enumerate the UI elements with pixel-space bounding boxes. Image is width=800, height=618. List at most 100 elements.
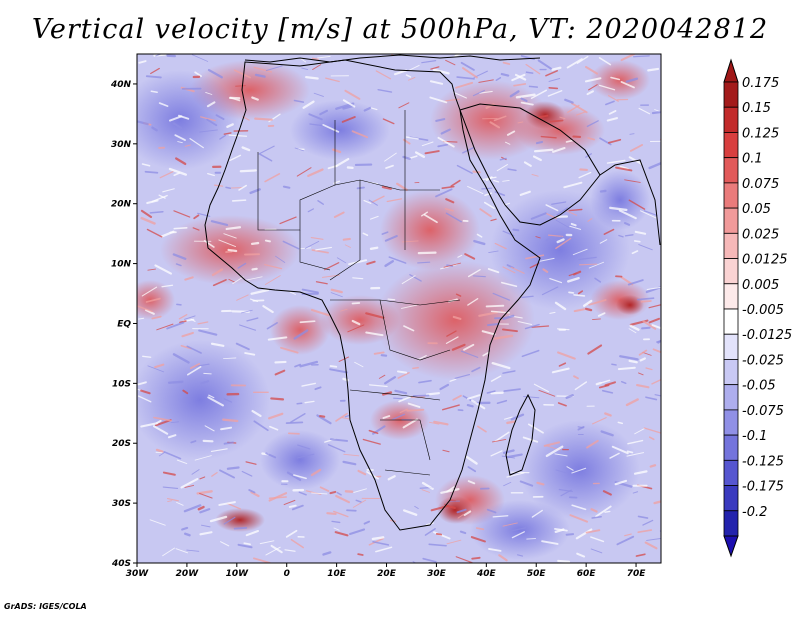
field-streak bbox=[405, 74, 412, 78]
field-streak bbox=[538, 389, 556, 397]
field-streak bbox=[137, 381, 147, 386]
lon-tick-label: 30W bbox=[126, 569, 150, 579]
field-streak bbox=[280, 346, 299, 354]
colorbar-swatch bbox=[723, 258, 739, 285]
field-streak bbox=[513, 83, 527, 87]
field-streak bbox=[250, 241, 260, 246]
field-streak bbox=[235, 342, 250, 351]
field-streak bbox=[446, 330, 457, 337]
india-coastline bbox=[599, 159, 661, 246]
field-streak bbox=[558, 488, 573, 493]
field-streak bbox=[502, 61, 511, 65]
country-borders bbox=[257, 110, 461, 476]
downward-motion-area bbox=[290, 100, 390, 160]
field-streak bbox=[210, 448, 228, 453]
field-streak bbox=[473, 239, 486, 246]
field-streak bbox=[369, 246, 379, 251]
downward-motion-area bbox=[260, 430, 340, 490]
field-streak bbox=[598, 84, 616, 91]
field-streak bbox=[637, 515, 649, 519]
field-streak bbox=[641, 326, 651, 330]
field-streak bbox=[141, 286, 158, 297]
field-streak bbox=[638, 372, 644, 376]
field-streak bbox=[274, 360, 287, 364]
colorbar-swatch bbox=[723, 510, 739, 537]
field-streak bbox=[179, 320, 187, 324]
field-streak bbox=[435, 532, 443, 536]
field-streak bbox=[282, 240, 300, 250]
field-streak bbox=[573, 375, 579, 380]
field-streak bbox=[517, 321, 533, 326]
field-streak bbox=[632, 491, 639, 494]
field-streak bbox=[629, 324, 640, 331]
madagascar-coastline bbox=[505, 393, 536, 476]
field-streak bbox=[429, 421, 440, 425]
field-streak bbox=[363, 106, 372, 112]
field-streak bbox=[587, 344, 603, 355]
downward-motion-area bbox=[590, 170, 650, 230]
field-streak bbox=[237, 543, 253, 549]
field-streak bbox=[396, 370, 408, 374]
field-streak bbox=[200, 380, 210, 385]
field-streak bbox=[197, 321, 209, 325]
field-streak bbox=[572, 248, 588, 256]
field-streak bbox=[335, 412, 348, 422]
field-streak bbox=[601, 379, 611, 384]
field-streak bbox=[444, 503, 451, 508]
field-streak bbox=[535, 236, 541, 239]
upward-motion-area bbox=[590, 60, 650, 100]
field-streak bbox=[398, 396, 411, 403]
field-streak bbox=[532, 155, 542, 162]
field-streak bbox=[640, 210, 657, 219]
field-streak bbox=[425, 392, 440, 396]
field-streak bbox=[554, 453, 568, 457]
field-streak bbox=[648, 436, 655, 441]
field-streak bbox=[382, 118, 395, 125]
field-streak bbox=[516, 554, 524, 557]
field-streak bbox=[347, 324, 365, 333]
colorbar-swatch bbox=[723, 132, 739, 159]
field-streak bbox=[362, 438, 381, 445]
field-streak bbox=[186, 549, 200, 552]
field-streak bbox=[472, 170, 481, 174]
field-streak bbox=[644, 541, 658, 550]
field-streak bbox=[526, 538, 536, 540]
field-streak bbox=[606, 159, 626, 164]
field-streak bbox=[147, 365, 165, 373]
field-streak bbox=[336, 491, 342, 496]
field-streak bbox=[511, 73, 526, 82]
field-streak bbox=[268, 492, 288, 502]
lat-tick-label: EQ bbox=[117, 319, 131, 329]
field-streak bbox=[634, 230, 647, 235]
field-streak bbox=[161, 284, 174, 288]
field-streak bbox=[258, 145, 275, 155]
field-streak bbox=[607, 95, 619, 102]
field-streak bbox=[215, 114, 225, 121]
field-streak bbox=[492, 515, 509, 518]
field-streak bbox=[371, 195, 385, 203]
field-streak bbox=[408, 64, 420, 71]
field-streak bbox=[494, 431, 510, 443]
field-streak bbox=[167, 434, 177, 439]
field-streak bbox=[543, 441, 561, 447]
field-streak bbox=[150, 90, 158, 93]
lon-tick-label: 20E bbox=[377, 569, 397, 579]
field-streak bbox=[194, 455, 212, 461]
colorbar-label: -0.2 bbox=[742, 505, 767, 520]
field-streak bbox=[311, 492, 328, 495]
field-streak bbox=[335, 157, 350, 168]
field-streak bbox=[149, 519, 166, 526]
field-streak bbox=[199, 476, 206, 480]
field-streak bbox=[343, 453, 360, 457]
field-streak bbox=[573, 294, 586, 297]
field-streak bbox=[602, 490, 612, 496]
field-streak bbox=[647, 67, 660, 72]
field-streak bbox=[520, 101, 534, 106]
field-streak bbox=[304, 240, 320, 249]
field-streak bbox=[290, 412, 306, 423]
field-streak bbox=[208, 394, 215, 399]
field-streak bbox=[282, 185, 291, 189]
field-streak bbox=[636, 384, 650, 389]
field-streak bbox=[356, 186, 365, 190]
colorbar-label: 0.1 bbox=[742, 152, 763, 167]
